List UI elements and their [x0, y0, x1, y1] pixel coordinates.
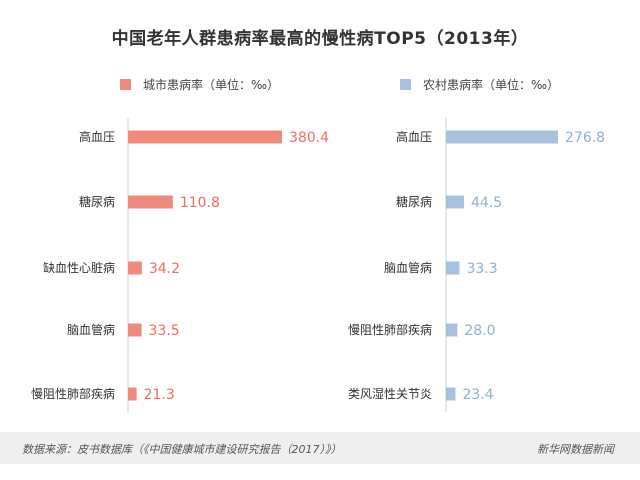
- urban-category-label: 高血压: [79, 129, 115, 144]
- urban-category-label: 缺血性心脏病: [43, 260, 115, 275]
- urban-category-label: 慢阻性肺部疾病: [31, 386, 115, 401]
- legend-rural-swatch: [400, 79, 411, 90]
- rural-category-label: 糖尿病: [396, 194, 432, 209]
- legend-urban-swatch: [120, 79, 131, 90]
- rural-category-label: 慢阻性肺部疾病: [348, 322, 432, 337]
- urban-bar: [128, 130, 282, 144]
- source-note: 数据来源：皮书数据库（《中国健康城市建设研究报告（2017）》）: [22, 443, 342, 456]
- rural-category-label: 脑血管病: [384, 260, 432, 275]
- urban-bar: [128, 323, 142, 337]
- legend-rural: 农村患病率（单位：‰）: [400, 76, 559, 93]
- urban-bar: [128, 261, 142, 275]
- rural-bar: [446, 195, 465, 209]
- urban-value-label: 33.5: [149, 323, 180, 339]
- legend-urban: 城市患病率（单位：‰）: [120, 76, 279, 93]
- legend-urban-label: 城市患病率（单位：‰）: [143, 78, 280, 92]
- rural-category-label: 高血压: [396, 129, 432, 144]
- rural-value-label: 33.3: [466, 261, 497, 277]
- urban-value-label: 21.3: [144, 387, 175, 403]
- rural-bar: [446, 387, 456, 401]
- rural-category-label: 类风湿性关节炎: [348, 386, 432, 401]
- urban-category-label: 脑血管病: [67, 322, 115, 337]
- rural-value-label: 28.0: [464, 323, 495, 339]
- legend-rural-label: 农村患病率（单位：‰）: [423, 78, 560, 92]
- footer-bar: 数据来源：皮书数据库（《中国健康城市建设研究报告（2017）》） 新华网数据新闻: [0, 432, 640, 464]
- rural-value-label: 44.5: [471, 195, 502, 211]
- rural-value-label: 276.8: [565, 130, 605, 146]
- urban-value-label: 380.4: [289, 130, 329, 146]
- chart-title: 中国老年人群患病率最高的慢性病TOP5（2013年）: [111, 29, 529, 49]
- rural-value-label: 23.4: [462, 387, 493, 403]
- urban-value-label: 34.2: [149, 261, 180, 277]
- brand-name: 新华网数据新闻: [537, 443, 614, 456]
- rural-bar: [446, 130, 558, 144]
- rural-bar: [446, 323, 458, 337]
- urban-value-label: 110.8: [180, 195, 220, 211]
- rural-bar: [446, 261, 460, 275]
- urban-bar: [128, 195, 173, 209]
- urban-category-label: 糖尿病: [79, 194, 115, 209]
- urban-bar: [128, 387, 137, 401]
